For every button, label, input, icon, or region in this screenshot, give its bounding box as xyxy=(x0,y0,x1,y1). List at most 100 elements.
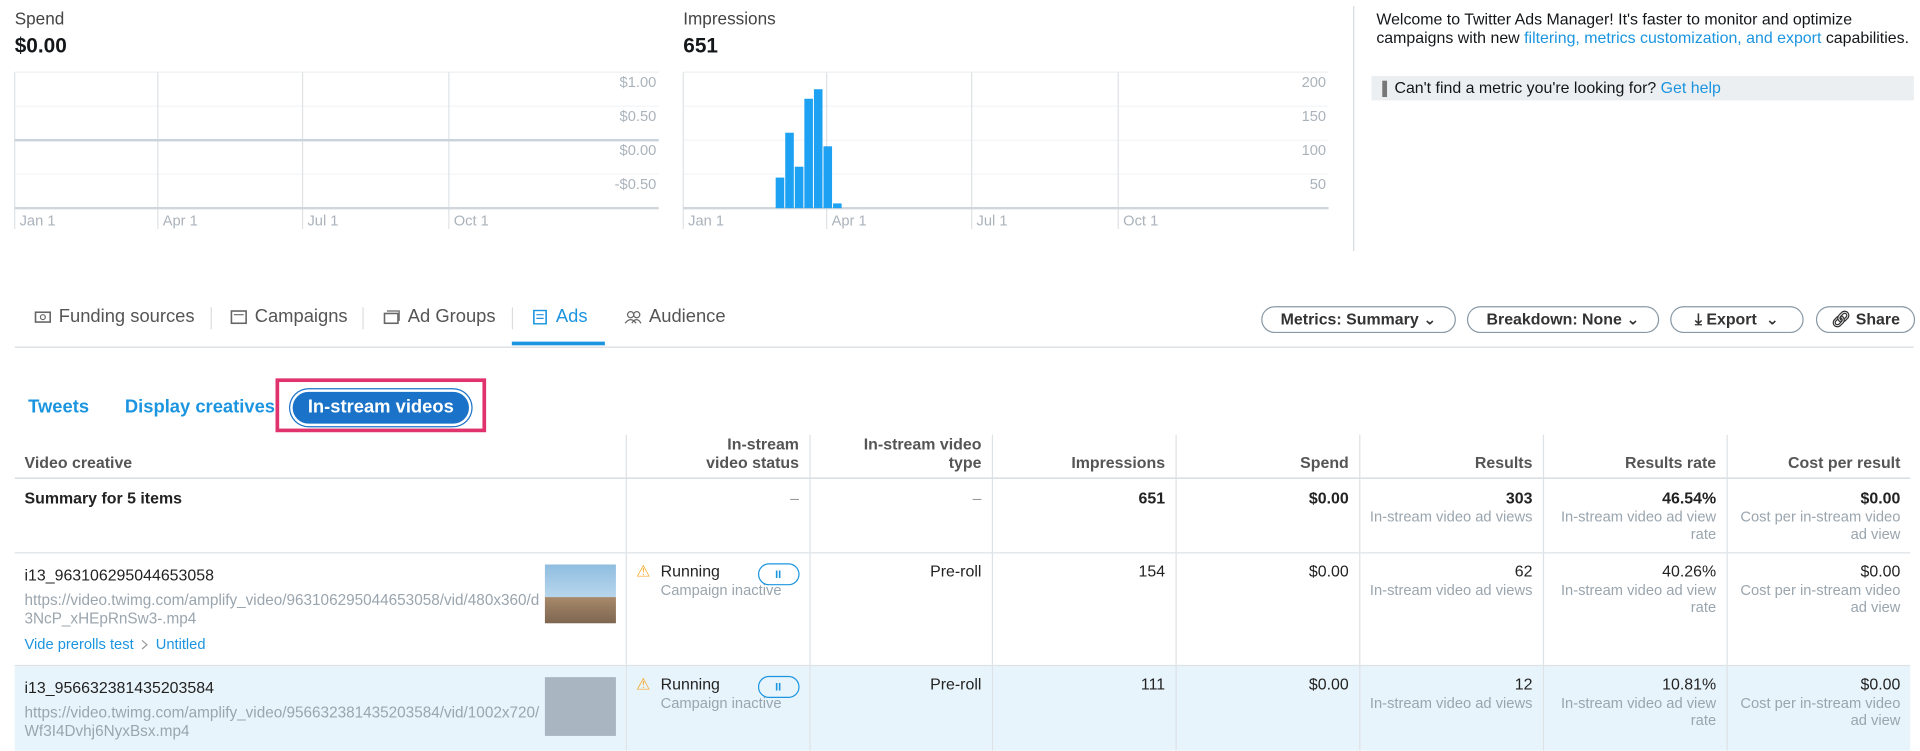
cell: 303 In-stream video ad views xyxy=(1358,478,1543,554)
tab-label: Ads xyxy=(555,306,588,327)
column-header[interactable]: Impressions xyxy=(991,434,1176,479)
button-label: Export xyxy=(1706,309,1757,329)
y-tick-label: 100 xyxy=(1302,143,1327,159)
creative-url: https://video.twimg.com/amplify_video/95… xyxy=(24,704,540,740)
metrics-button[interactable]: Metrics: Summary ⌄ xyxy=(1261,306,1456,334)
y-tick-label: $0.00 xyxy=(620,143,657,159)
note: In-stream video ad views xyxy=(1369,508,1533,526)
help-link[interactable]: Get help xyxy=(1660,78,1721,97)
status: ⚠︎ Running Campaign inactive xyxy=(636,562,799,599)
welcome-notice: Welcome to Twitter Ads Manager! It's fas… xyxy=(1376,10,1915,47)
cell: $0.00 xyxy=(1174,552,1360,667)
pause-toggle[interactable]: II xyxy=(757,563,799,586)
tab-label: Funding sources xyxy=(58,306,195,327)
value: 303 xyxy=(1505,488,1533,507)
impressions-label: Impressions xyxy=(683,8,776,29)
metric-icon: ▐ xyxy=(1377,82,1388,97)
y-tick-label: 150 xyxy=(1302,109,1327,125)
status: ⚠︎ Running Campaign inactive xyxy=(636,675,799,712)
separator xyxy=(1353,6,1355,252)
breakdown-button[interactable]: Breakdown: None ⌄ xyxy=(1466,306,1660,334)
tab[interactable]: Funding sources xyxy=(34,305,195,329)
column-header[interactable]: Results xyxy=(1358,434,1543,479)
spend-label: Spend xyxy=(14,8,65,29)
cell: $0.00 xyxy=(1174,665,1360,751)
tab[interactable]: Audience xyxy=(624,305,726,329)
x-tick-label: Apr 1 xyxy=(163,214,198,230)
tab-icon xyxy=(34,311,51,323)
cell: Pre-roll xyxy=(808,665,992,751)
value: $0.00 xyxy=(1860,674,1901,694)
creative-id: i13_963106295044653058 xyxy=(24,565,214,585)
notice-link[interactable]: filtering, metrics customization, and ex… xyxy=(1524,28,1822,47)
ad-row[interactable]: i13_956632381435203584 https://video.twi… xyxy=(14,665,1911,751)
value: $0.00 xyxy=(1860,562,1901,581)
column-header[interactable]: Video creative xyxy=(14,434,626,479)
help-text: Can't find a metric you're looking for? xyxy=(1394,78,1657,97)
column-header[interactable]: In-stream video type xyxy=(808,434,992,479)
ads-table: Video creative In-stream video status In… xyxy=(14,434,1911,751)
chevron xyxy=(141,639,149,650)
status-cell: ⚠︎ Running Campaign inactive II xyxy=(625,665,810,751)
cell: 651 xyxy=(991,478,1176,554)
note: Cost per in-stream video ad view xyxy=(1740,694,1901,729)
subtab[interactable]: Display creatives xyxy=(124,396,275,418)
subtab[interactable]: Tweets xyxy=(28,396,90,418)
export-button[interactable]: ⤓ Export ⌄ xyxy=(1670,306,1804,334)
y-tick-label: $1.00 xyxy=(620,75,657,91)
share-button[interactable]: 🔗︎ Share xyxy=(1815,306,1916,334)
button-label: Metrics: Summary xyxy=(1280,309,1419,329)
note: In-stream video ad view rate xyxy=(1560,581,1717,616)
tab-icon xyxy=(533,309,547,325)
value: 12 xyxy=(1514,674,1533,694)
value: 40.26% xyxy=(1662,562,1717,581)
column-header[interactable]: Results rate xyxy=(1542,434,1727,479)
creative-cell: i13_963106295044653058 https://video.twi… xyxy=(14,552,626,667)
thumbnail xyxy=(544,564,616,624)
tab[interactable]: Campaigns xyxy=(230,305,348,329)
ad-group-link[interactable]: Untitled xyxy=(155,635,206,653)
cell: 46.54% In-stream video ad view rate xyxy=(1542,478,1727,554)
summary-row: Summary for 5 items – – 651 $0.00 303 In-… xyxy=(14,478,1911,554)
campaign-link[interactable]: Vide prerolls test xyxy=(24,635,134,653)
ad-row[interactable]: i13_963106295044653058 https://video.twi… xyxy=(14,552,1911,667)
x-tick-label: Jul 1 xyxy=(977,214,1008,230)
tab-active[interactable]: Ads xyxy=(531,305,588,329)
impressions-total: 651 xyxy=(683,34,719,58)
note: In-stream video ad views xyxy=(1369,581,1533,599)
subtab-active[interactable]: In-stream videos xyxy=(292,391,469,424)
creative-id: i13_956632381435203584 xyxy=(24,678,214,697)
status-label: Running xyxy=(660,674,720,694)
note: In-stream video ad views xyxy=(1369,694,1533,712)
header-row: Video creative In-stream video status In… xyxy=(14,434,1911,479)
value: 62 xyxy=(1514,562,1533,581)
value: 46.54% xyxy=(1662,488,1717,507)
cell: $0.00 Cost per in-stream video ad view xyxy=(1725,552,1911,667)
cell: – xyxy=(625,478,810,554)
column-header[interactable]: In-stream video status xyxy=(625,434,810,479)
creative-cell: i13_956632381435203584 https://video.twi… xyxy=(14,665,626,751)
cell: – xyxy=(808,478,992,554)
cell: 40.26% In-stream video ad view rate xyxy=(1542,552,1727,667)
cell: $0.00 xyxy=(1174,478,1360,554)
column-header[interactable]: Spend xyxy=(1174,434,1360,479)
pause-toggle[interactable]: II xyxy=(757,675,799,698)
note: Cost per in-stream video ad view xyxy=(1740,581,1901,616)
cell: 10.81% In-stream video ad view rate xyxy=(1542,665,1727,751)
status-cell: ⚠︎ Running Campaign inactive II xyxy=(625,552,810,667)
status-label: Running xyxy=(660,562,720,581)
column-header[interactable]: Cost per result xyxy=(1725,434,1911,479)
highlight-box xyxy=(275,378,487,433)
help-bar: ▐ Can't find a metric you're looking for?… xyxy=(1371,75,1914,101)
warning-icon: ⚠︎ xyxy=(636,562,651,581)
y-tick-label: $0.50 xyxy=(620,109,657,125)
y-tick-label: 50 xyxy=(1310,177,1326,193)
status-note: Campaign inactive xyxy=(660,694,782,712)
cell: $0.00 Cost per in-stream video ad view xyxy=(1725,478,1911,554)
x-tick-label: Jan 1 xyxy=(688,214,724,230)
tab[interactable]: Ad Groups xyxy=(383,305,496,329)
bar xyxy=(804,98,813,209)
cell: $0.00 Cost per in-stream video ad view xyxy=(1725,665,1911,751)
x-tick-label: Jul 1 xyxy=(307,214,338,230)
cell: 62 In-stream video ad views xyxy=(1358,552,1543,667)
